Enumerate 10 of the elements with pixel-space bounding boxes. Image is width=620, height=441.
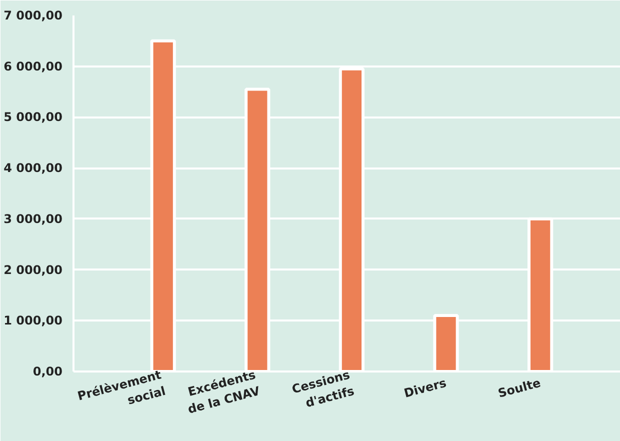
y-tick-label: 4 000,00 [4,161,63,176]
y-tick-label: 7 000,00 [4,8,63,22]
x-tick-label: Soulte [496,376,542,400]
x-tick-label: Divers [402,376,448,400]
y-tick-label: 3 000,00 [4,212,63,226]
y-tick-label: 1 000,00 [4,314,63,328]
y-tick-label: 6 000,00 [4,59,63,74]
y-tick-label: 2 000,00 [4,262,63,277]
y-tick-label: 5 000,00 [4,110,63,124]
y-tick-label: 0,00 [32,364,62,378]
